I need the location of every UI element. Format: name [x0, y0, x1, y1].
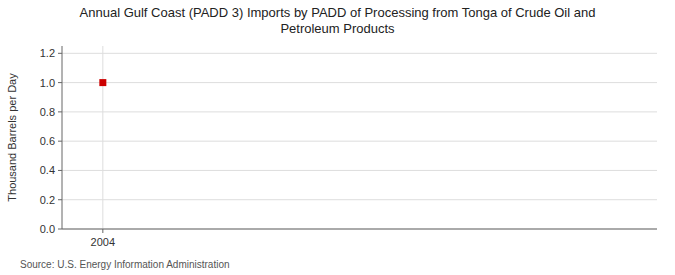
y-tick — [58, 170, 62, 171]
title-line: Petroleum Products — [280, 21, 395, 36]
title: Annual Gulf Coast (PADD 3) Imports by PA… — [80, 5, 596, 36]
x-tick-label: 2004 — [91, 236, 115, 248]
point — [99, 79, 106, 86]
grid-line-y — [62, 111, 657, 112]
y-tick-label: 0.8 — [40, 106, 55, 118]
y-axis-label: Thousand Barrels per Day — [6, 73, 18, 202]
y-tick — [58, 111, 62, 112]
y-tick-label: 0.4 — [40, 164, 55, 176]
y-tick — [58, 199, 62, 200]
marks — [99, 79, 106, 86]
grid-line-y — [62, 229, 657, 230]
grid-line-y — [62, 170, 657, 171]
title-line: Annual Gulf Coast (PADD 3) Imports by PA… — [80, 5, 596, 20]
source: Source: U.S. Energy Information Administ… — [20, 259, 230, 270]
x-axis-line — [62, 229, 657, 230]
grid-line-y — [62, 141, 657, 142]
grid-line-y — [62, 53, 657, 54]
grid-line-x — [102, 46, 103, 229]
y-tick — [58, 53, 62, 54]
y-tick-label: 0.6 — [40, 135, 55, 147]
y-tick-label: 1.2 — [40, 47, 55, 59]
x-tick — [102, 229, 103, 233]
y-tick-label: 0.2 — [40, 194, 55, 206]
y-tick — [58, 229, 62, 230]
y-tick-label: 0.0 — [40, 223, 55, 235]
y-tick — [58, 82, 62, 83]
chart: Annual Gulf Coast (PADD 3) Imports by PA… — [0, 0, 675, 275]
grid-line-y — [62, 82, 657, 83]
y-axis-line — [62, 46, 63, 229]
y-tick — [58, 141, 62, 142]
grid — [62, 46, 657, 229]
grid-line-y — [62, 199, 657, 200]
y-tick-label: 1.0 — [40, 77, 55, 89]
